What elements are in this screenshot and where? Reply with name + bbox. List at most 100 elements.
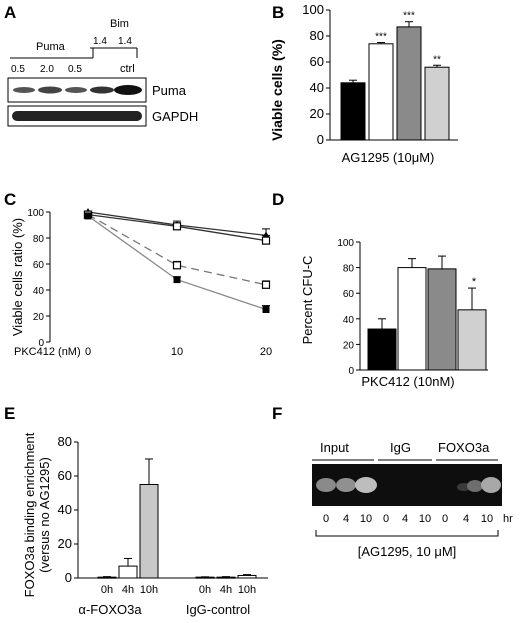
chart-b-y-tick-label-5: 100 [302,2,324,17]
chart-e-ylabel-2: (versus no AG1295) [37,457,52,573]
chart-b-ylabel: Viable cells (%) [269,39,285,141]
chart-b-bar-1 [368,43,394,141]
chart-d-y-tick-label-0: 0 [348,366,354,377]
chart-e-x-tick-label-5: 10h [238,584,256,596]
chart-e-bar-0 [97,576,117,579]
chart-c: Viable cells ratio (%) PKC412 (nM) 0 20 40… [10,208,272,358]
chart-b-bar-2 [396,26,422,141]
gel-lane-8: 4 [463,513,469,525]
chart-c-xlabel: PKC412 (nM) [14,346,81,358]
chart-d-ylabel: Percent CFU-C [300,256,315,345]
chart-e-x-tick-label-3: 0h [199,584,211,596]
chart-d-y-tick-label-3: 60 [343,289,355,300]
chart-e-bar-5 [237,574,257,579]
chart-e-x-tick-label-1: 4h [122,584,134,596]
chart-e-y-tick-label-1: 20 [58,536,72,551]
chart-b-y-tick-label-1: 20 [310,106,324,121]
panel-a-bim-header: Bim [110,18,129,30]
gel-lane-1: 0 [323,513,329,525]
chart-b-annotation-2: *** [403,11,415,22]
chart-c-series-3-point-0 [84,212,92,220]
gel-band-foxo3a-10 [481,477,501,493]
chart-c-y-tick-label-4: 80 [33,234,45,245]
chart-e-x-tick-label-4: 4h [220,584,232,596]
chart-c-y-tick-label-0: 0 [38,338,44,349]
chart-c-series-2-point-1 [172,261,182,270]
chart-b-annotation-3: ** [433,54,441,65]
gel-group-input: Input [320,440,349,455]
chart-e-bar-2 [139,484,159,579]
chart-b: Viable cells (%) AG1295 (10μM) 0 20 40 60 80… [269,2,458,165]
chart-e-group-2: IgG-control [186,602,250,617]
gel-group-igg: IgG [390,440,411,455]
gel-lane-4: 0 [383,513,389,525]
chart-d-y-tick-label-5: 100 [337,238,354,249]
gel-band-foxo3a-4 [467,480,483,492]
gel-group-foxo3a: FOXO3a [438,440,490,455]
gel-lane-2: 4 [343,513,349,525]
chart-c-y-tick-label-2: 40 [33,286,45,297]
chart-d-bar-1 [397,267,427,371]
chart-b-annotation-1: *** [375,32,387,43]
chart-c-y-tick-label-1: 20 [33,312,45,323]
chart-d: Percent CFU-C PKC412 (10nM) 0 20 40 60 80 100… [300,238,488,389]
chart-b-y-tick-label-2: 40 [310,80,324,95]
panel-b-label: B [272,3,284,22]
chart-c-series-line-2 [87,214,267,286]
chart-e-group-1: α-FOXO3a [78,602,142,617]
gel-lane-6: 10 [419,513,431,525]
chart-e-y-tick-label-3: 60 [58,468,72,483]
chart-b-bar-0 [340,82,366,141]
chart-c-series-2-point-2 [261,280,271,289]
blot-puma-band-1 [13,87,35,93]
blot-puma-band-3 [65,87,87,93]
panel-a-puma-header: Puma [36,41,66,53]
chart-b-y-tick-label-0: 0 [317,132,324,147]
chart-c-x-tick-label-2: 20 [260,346,272,358]
gel-lane-9: 10 [481,513,493,525]
chart-e-ylabel: FOXO3a binding enrichment [22,432,37,597]
chart-b-bar-3 [424,66,450,141]
chart-c-series-1-point-1 [172,222,182,231]
chart-d-bar-2 [427,268,457,371]
gel-unit-label: hr [503,513,513,525]
blot-puma-band-5 [114,85,142,95]
panel-a-row-gapdh: GAPDH [152,109,198,124]
gel-band-input-4 [336,478,356,492]
chart-d-xlabel: PKC412 (10nM) [361,374,454,389]
chart-e-bar-4 [216,576,236,579]
gel-lane-7: 0 [442,513,448,525]
gel-lane-5: 4 [402,513,408,525]
blot-gapdh-band [12,111,142,121]
panel-a-puma-dose-1: 0.5 [11,64,25,75]
chart-e-x-tick-label-2: 10h [140,584,158,596]
panel-a-ctrl-label: ctrl [120,63,135,75]
chart-c-series-3-point-2 [262,306,270,313]
panel-d-label: D [272,190,284,209]
chart-b-y-tick-label-3: 60 [310,54,324,69]
chart-c-y-tick-label-5: 100 [27,208,44,219]
chart-e-bar-1 [118,565,138,579]
chart-b-xlabel: AG1295 (10μM) [342,150,435,165]
panel-a-bim-dose-2: 1.4 [118,36,132,47]
chart-e: FOXO3a binding enrichment (versus no AG1… [22,432,268,617]
chart-d-bar-3 [457,309,487,371]
chart-b-y-tick-label-4: 80 [310,28,324,43]
blot-puma-band-4 [90,86,114,94]
chart-d-y-tick-label-2: 40 [343,315,355,326]
chart-c-x-tick-label-1: 10 [171,346,183,358]
panel-e-label: E [4,404,15,423]
blot-puma-band-2 [38,86,62,94]
gel-band-input-10 [355,477,377,493]
panel-a-label: A [4,3,16,22]
chart-c-series-3-point-1 [173,276,181,284]
chart-c-series-1-point-2 [261,236,271,245]
chart-d-y-tick-label-4: 80 [343,264,355,275]
gel-band-input-0 [316,478,336,492]
panel-c-label: C [4,190,16,209]
gel-treatment-bracket [315,530,499,537]
chart-c-y-tick-label-3: 60 [33,260,45,271]
panel-a-puma-dose-3: 0.5 [68,64,82,75]
panel-a-bim-dose-1: 1.4 [93,36,107,47]
